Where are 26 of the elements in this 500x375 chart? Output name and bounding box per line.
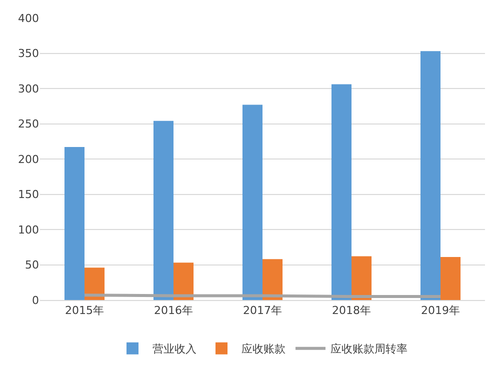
x-tick-label: 2015年: [65, 304, 104, 318]
x-tick-label: 2017年: [243, 304, 282, 318]
y-tick-label: 400: [18, 12, 39, 25]
legend-label: 应收账款: [242, 342, 286, 356]
bar: [242, 104, 262, 300]
x-tick-label: 2016年: [154, 304, 193, 318]
y-tick-label: 200: [18, 152, 39, 166]
bar: [153, 120, 174, 300]
y-tick-label: 50: [25, 258, 39, 272]
bar: [440, 257, 461, 300]
legend-label: 营业收入: [152, 342, 196, 356]
bar: [420, 51, 440, 300]
bar: [64, 147, 84, 300]
x-tick-label: 2018年: [332, 304, 371, 318]
bar: [174, 262, 194, 300]
legend-label: 应收账款周转率: [330, 342, 408, 356]
bar: [352, 256, 372, 300]
y-tick-label: 150: [18, 188, 39, 202]
y-tick-label: 300: [18, 82, 39, 96]
y-tick-label: 250: [18, 118, 39, 131]
bar: [331, 84, 352, 300]
x-tick-label: 2019年: [421, 304, 460, 318]
bar: [262, 259, 283, 300]
y-tick-label: 350: [18, 47, 39, 60]
y-tick-label: 0: [32, 294, 39, 307]
y-tick-label: 100: [18, 223, 39, 236]
